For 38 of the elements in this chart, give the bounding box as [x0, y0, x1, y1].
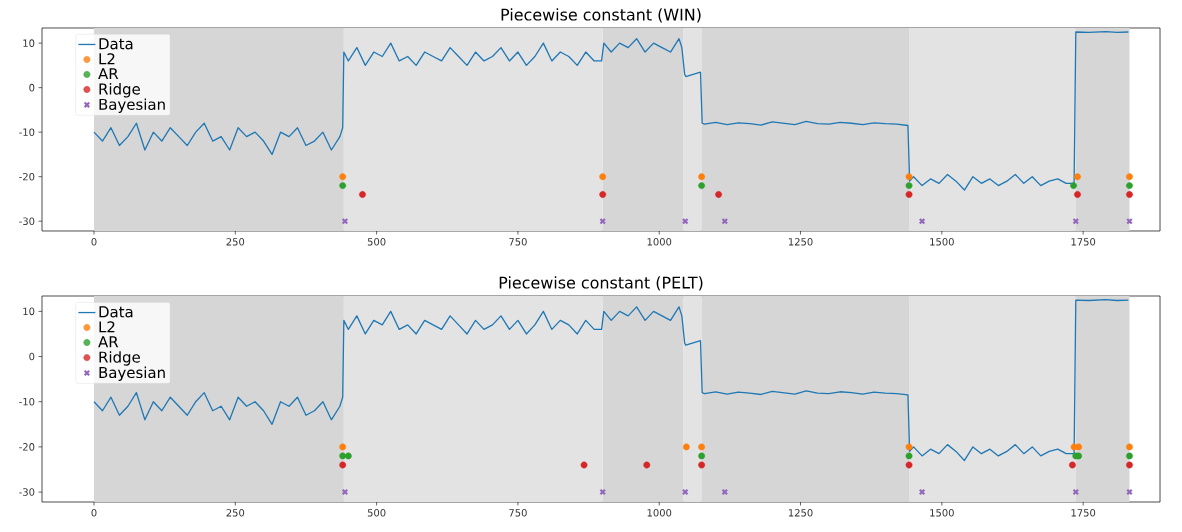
x-tick-label: 1500	[930, 509, 954, 517]
legend-label: Ridge	[99, 83, 140, 98]
x-tick-label: 250	[226, 509, 245, 517]
x-tick-label: 500	[367, 238, 386, 246]
y-tick-label: 0	[29, 352, 35, 361]
x-tick-label: 0	[91, 238, 97, 246]
legend-label: AR	[98, 336, 119, 348]
y-tick-label: -30	[19, 217, 35, 225]
legend-label: Bayesian	[99, 98, 165, 113]
y-tick-label: -20	[19, 172, 35, 181]
x-tick-label: 1000	[647, 509, 672, 517]
y-tick-label: 10	[23, 307, 35, 316]
y-tick-label: -10	[19, 397, 35, 406]
legend-label: AR	[98, 68, 119, 80]
x-tick-label: 750	[509, 509, 527, 517]
x-tick-label: 1750	[1071, 509, 1096, 517]
y-tick-label: 0	[29, 83, 35, 92]
legend-label: L2	[99, 321, 115, 333]
x-tick-label: 1500	[930, 238, 954, 246]
chart-title: Piecewise constant (PELT)	[499, 276, 703, 291]
x-tick-label: 1250	[788, 238, 813, 246]
y-tick-label: 10	[23, 39, 35, 47]
y-tick-label: -20	[19, 443, 35, 451]
x-tick-label: 0	[91, 509, 97, 517]
chart-title: Piecewise constant (WIN)	[501, 8, 701, 23]
legend-label: Bayesian	[99, 366, 165, 381]
legend-label: Data	[99, 38, 133, 50]
legend-label: Data	[99, 306, 133, 318]
x-tick-label: 1250	[788, 509, 813, 517]
x-tick-label: 500	[367, 509, 386, 517]
x-tick-label: 750	[509, 238, 527, 246]
x-tick-label: 250	[226, 238, 245, 246]
x-tick-label: 1750	[1071, 238, 1096, 246]
x-tick-label: 1000	[647, 238, 672, 246]
legend-label: Ridge	[99, 351, 140, 366]
legend-label: L2	[99, 53, 115, 65]
y-tick-label: -30	[19, 488, 35, 496]
y-tick-label: -10	[19, 128, 35, 136]
